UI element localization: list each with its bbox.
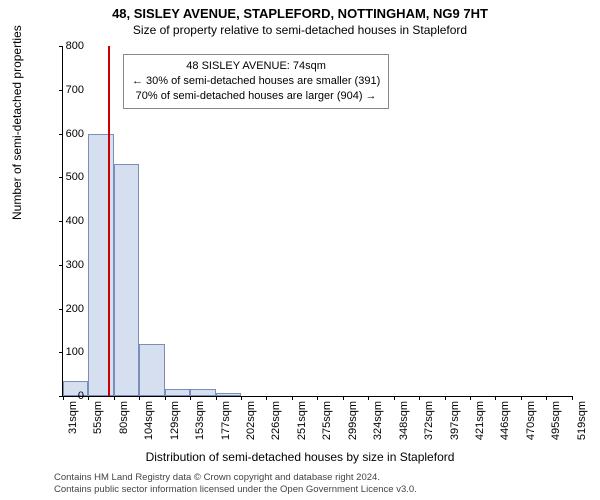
x-tick-mark — [495, 396, 496, 400]
histogram-bar — [139, 344, 165, 397]
y-tick-label: 800 — [44, 40, 84, 52]
y-tick-label: 0 — [44, 390, 84, 402]
x-tick-mark — [139, 396, 140, 400]
x-tick-mark — [419, 396, 420, 400]
x-tick-label: 226sqm — [270, 401, 282, 440]
x-tick-label: 275sqm — [321, 401, 333, 440]
x-tick-mark — [292, 396, 293, 400]
y-tick-label: 200 — [44, 303, 84, 315]
annotation-line-1: 48 SISLEY AVENUE: 74sqm — [132, 59, 380, 74]
x-tick-label: 470sqm — [525, 401, 537, 440]
footer-attribution: Contains HM Land Registry data © Crown c… — [54, 472, 417, 496]
histogram-bar — [190, 389, 216, 396]
annotation-line-3: 70% of semi-detached houses are larger (… — [132, 89, 380, 104]
y-tick-label: 400 — [44, 215, 84, 227]
x-tick-mark — [216, 396, 217, 400]
x-tick-mark — [266, 396, 267, 400]
x-tick-mark — [114, 396, 115, 400]
x-tick-mark — [394, 396, 395, 400]
x-tick-label: 495sqm — [550, 401, 562, 440]
x-tick-label: 55sqm — [92, 401, 104, 434]
y-axis-label: Number of semi-detached properties — [10, 25, 24, 220]
plot-region: 31sqm55sqm80sqm104sqm129sqm153sqm177sqm2… — [62, 46, 573, 397]
x-tick-mark — [190, 396, 191, 400]
x-tick-label: 299sqm — [347, 401, 359, 440]
x-tick-label: 177sqm — [220, 401, 232, 440]
x-tick-label: 31sqm — [67, 401, 79, 434]
x-tick-mark — [343, 396, 344, 400]
x-tick-mark — [241, 396, 242, 400]
x-tick-mark — [445, 396, 446, 400]
x-tick-mark — [521, 396, 522, 400]
x-axis-label: Distribution of semi-detached houses by … — [0, 450, 600, 464]
x-tick-mark — [165, 396, 166, 400]
x-tick-label: 324sqm — [372, 401, 384, 440]
y-tick-label: 700 — [44, 84, 84, 96]
x-tick-label: 372sqm — [423, 401, 435, 440]
footer-line-1: Contains HM Land Registry data © Crown c… — [54, 472, 417, 484]
x-tick-label: 80sqm — [118, 401, 130, 434]
x-tick-label: 446sqm — [499, 401, 511, 440]
x-tick-label: 397sqm — [449, 401, 461, 440]
x-tick-mark — [88, 396, 89, 400]
property-marker-line — [108, 46, 110, 396]
x-tick-label: 519sqm — [576, 401, 588, 440]
histogram-bar — [165, 389, 190, 396]
x-tick-mark — [572, 396, 573, 400]
histogram-bar — [114, 164, 139, 396]
chart-title-main: 48, SISLEY AVENUE, STAPLEFORD, NOTTINGHA… — [0, 0, 600, 21]
annotation-line-2: ← 30% of semi-detached houses are smalle… — [132, 74, 380, 89]
x-tick-mark — [546, 396, 547, 400]
histogram-bar — [216, 393, 241, 397]
y-tick-label: 600 — [44, 128, 84, 140]
chart-title-sub: Size of property relative to semi-detach… — [0, 21, 600, 37]
x-tick-label: 104sqm — [143, 401, 155, 440]
x-tick-mark — [470, 396, 471, 400]
x-tick-label: 421sqm — [474, 401, 486, 440]
x-tick-label: 202sqm — [245, 401, 257, 440]
x-tick-label: 129sqm — [169, 401, 181, 440]
annotation-box: 48 SISLEY AVENUE: 74sqm← 30% of semi-det… — [123, 54, 389, 109]
footer-line-2: Contains public sector information licen… — [54, 484, 417, 496]
x-tick-mark — [317, 396, 318, 400]
x-tick-mark — [368, 396, 369, 400]
chart-area: 31sqm55sqm80sqm104sqm129sqm153sqm177sqm2… — [62, 46, 572, 396]
x-tick-label: 251sqm — [296, 401, 308, 440]
histogram-bar — [88, 134, 114, 397]
y-tick-label: 100 — [44, 346, 84, 358]
x-tick-label: 153sqm — [194, 401, 206, 440]
y-tick-label: 500 — [44, 171, 84, 183]
x-tick-label: 348sqm — [398, 401, 410, 440]
y-tick-label: 300 — [44, 259, 84, 271]
